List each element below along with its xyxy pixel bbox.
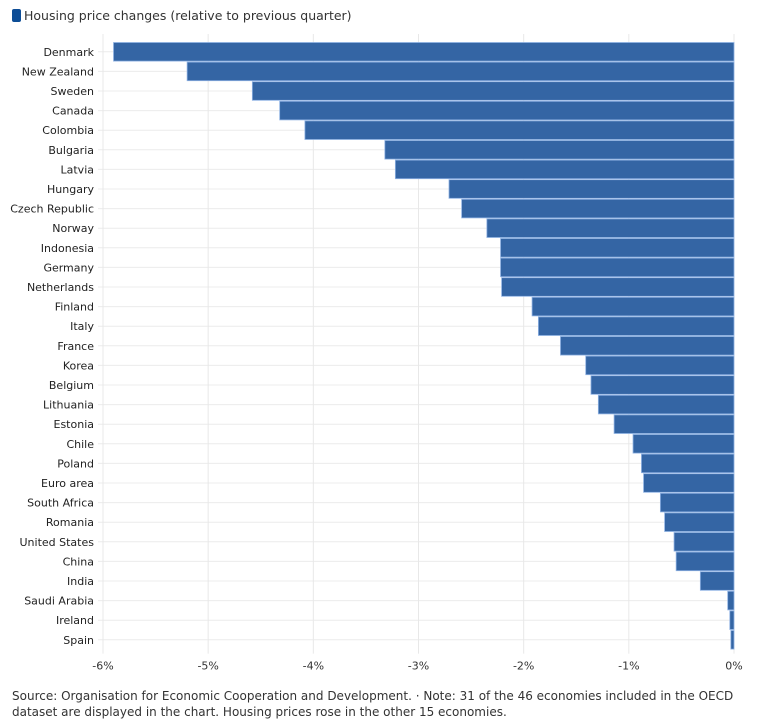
bar-chart: Denmark New Zealand Sweden Canada Colombia Bu… <box>10 34 743 673</box>
category-label: Denmark <box>43 46 94 59</box>
category-label: Saudi Arabia <box>24 595 94 608</box>
category-label: Korea <box>63 359 94 372</box>
category-label: Italy <box>70 320 94 333</box>
category-label: Germany <box>43 261 94 274</box>
bar <box>251 81 735 101</box>
bar <box>632 434 735 454</box>
category-label: Sweden <box>51 85 94 98</box>
category-label: Bulgaria <box>48 144 94 157</box>
category-label: India <box>67 575 94 588</box>
category-label: Netherlands <box>27 281 94 294</box>
category-label: United States <box>20 536 95 549</box>
category-label: Spain <box>63 634 94 647</box>
category-label: Poland <box>57 457 94 470</box>
x-tick-label: -6% <box>92 660 113 673</box>
category-label: France <box>57 340 94 353</box>
x-tick-label: -4% <box>303 660 324 673</box>
x-tick-label: -5% <box>197 660 218 673</box>
category-label: Hungary <box>47 183 94 196</box>
bar <box>448 179 735 199</box>
bar <box>727 590 735 611</box>
bar <box>613 414 735 434</box>
x-tick-label: 0% <box>725 660 742 673</box>
category-label: Canada <box>52 105 94 118</box>
category-label: Euro area <box>41 477 94 490</box>
bar <box>186 61 735 82</box>
legend: Housing price changes (relative to previ… <box>12 8 352 23</box>
bar <box>113 42 735 62</box>
category-label: Latvia <box>61 163 95 176</box>
bar <box>500 257 735 278</box>
x-tick-label: -3% <box>408 660 429 673</box>
category-label: Belgium <box>49 379 94 392</box>
category-label: Estonia <box>54 418 95 431</box>
category-label: China <box>63 555 94 568</box>
bar <box>560 336 735 356</box>
legend-swatch <box>12 9 21 22</box>
bar <box>486 218 735 238</box>
bar <box>304 120 735 140</box>
bar <box>537 316 735 336</box>
legend-label: Housing price changes (relative to previ… <box>24 8 352 23</box>
source-note: Source: Organisation for Economic Cooper… <box>12 689 734 719</box>
category-label: Indonesia <box>41 242 94 255</box>
x-tick-label: -2% <box>513 660 534 673</box>
bar <box>394 159 735 180</box>
bar <box>641 453 735 474</box>
bar <box>590 375 735 395</box>
category-label: Colombia <box>42 124 94 137</box>
bar <box>500 238 735 258</box>
category-label: Chile <box>66 438 94 451</box>
bar <box>585 355 735 376</box>
bar <box>279 100 735 121</box>
bar <box>730 630 735 650</box>
bar <box>699 571 735 591</box>
bar <box>729 610 735 630</box>
bar <box>643 473 735 493</box>
category-label: Romania <box>46 516 94 529</box>
category-label: Lithuania <box>43 399 94 412</box>
category-label: Czech Republic <box>10 203 94 216</box>
category-labels: Denmark New Zealand Sweden Canada Colombia Bu… <box>10 46 94 647</box>
bar <box>501 277 735 297</box>
bar <box>664 512 735 532</box>
category-label: Finland <box>55 301 94 314</box>
bar <box>531 296 735 317</box>
x-axis-ticks: -6% -5% -4% -3% -2% -1% 0% <box>92 660 742 673</box>
bar <box>597 394 735 415</box>
category-label: Ireland <box>56 614 94 627</box>
bar <box>673 532 735 552</box>
x-tick-label: -1% <box>618 660 639 673</box>
category-label: South Africa <box>27 497 94 510</box>
bar <box>675 551 735 572</box>
bar <box>659 492 735 513</box>
category-label: New Zealand <box>22 65 94 78</box>
bar <box>384 140 735 160</box>
bar <box>461 198 735 219</box>
bars <box>113 42 735 650</box>
category-label: Norway <box>52 222 94 235</box>
